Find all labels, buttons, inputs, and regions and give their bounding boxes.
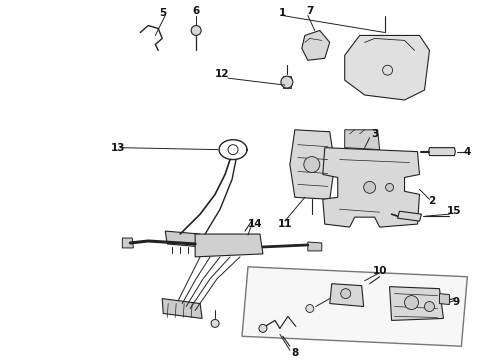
Circle shape — [281, 76, 293, 88]
Circle shape — [259, 324, 267, 332]
Circle shape — [211, 319, 219, 327]
Circle shape — [405, 296, 418, 310]
Polygon shape — [330, 284, 364, 306]
Polygon shape — [122, 238, 133, 248]
Text: 11: 11 — [278, 219, 292, 229]
Polygon shape — [283, 76, 291, 88]
Circle shape — [386, 183, 393, 192]
Polygon shape — [290, 130, 335, 199]
Circle shape — [424, 302, 435, 311]
Polygon shape — [308, 242, 322, 251]
Circle shape — [228, 145, 238, 154]
Polygon shape — [345, 35, 429, 100]
Text: 7: 7 — [306, 6, 314, 15]
Circle shape — [364, 181, 376, 193]
Text: 13: 13 — [111, 143, 125, 153]
Polygon shape — [242, 267, 467, 346]
Text: 3: 3 — [371, 129, 378, 139]
Circle shape — [341, 289, 351, 298]
Text: 9: 9 — [453, 297, 460, 307]
Text: 6: 6 — [193, 6, 200, 15]
Polygon shape — [428, 148, 455, 156]
Polygon shape — [165, 231, 202, 247]
Polygon shape — [323, 148, 419, 227]
Polygon shape — [302, 31, 330, 60]
Text: 15: 15 — [447, 206, 462, 216]
Polygon shape — [397, 211, 421, 221]
Text: 2: 2 — [428, 196, 435, 206]
Circle shape — [191, 26, 201, 35]
Circle shape — [383, 65, 392, 75]
Circle shape — [304, 157, 320, 172]
Text: 8: 8 — [291, 348, 298, 358]
Text: 12: 12 — [215, 69, 229, 79]
Circle shape — [306, 305, 314, 312]
Polygon shape — [345, 130, 380, 150]
Polygon shape — [390, 287, 443, 320]
Polygon shape — [195, 234, 263, 257]
Text: 5: 5 — [160, 8, 167, 18]
Polygon shape — [162, 298, 202, 319]
Text: 14: 14 — [247, 219, 262, 229]
Text: 10: 10 — [372, 266, 387, 276]
Text: 1: 1 — [279, 8, 287, 18]
Polygon shape — [440, 294, 449, 305]
Text: 4: 4 — [464, 147, 471, 157]
